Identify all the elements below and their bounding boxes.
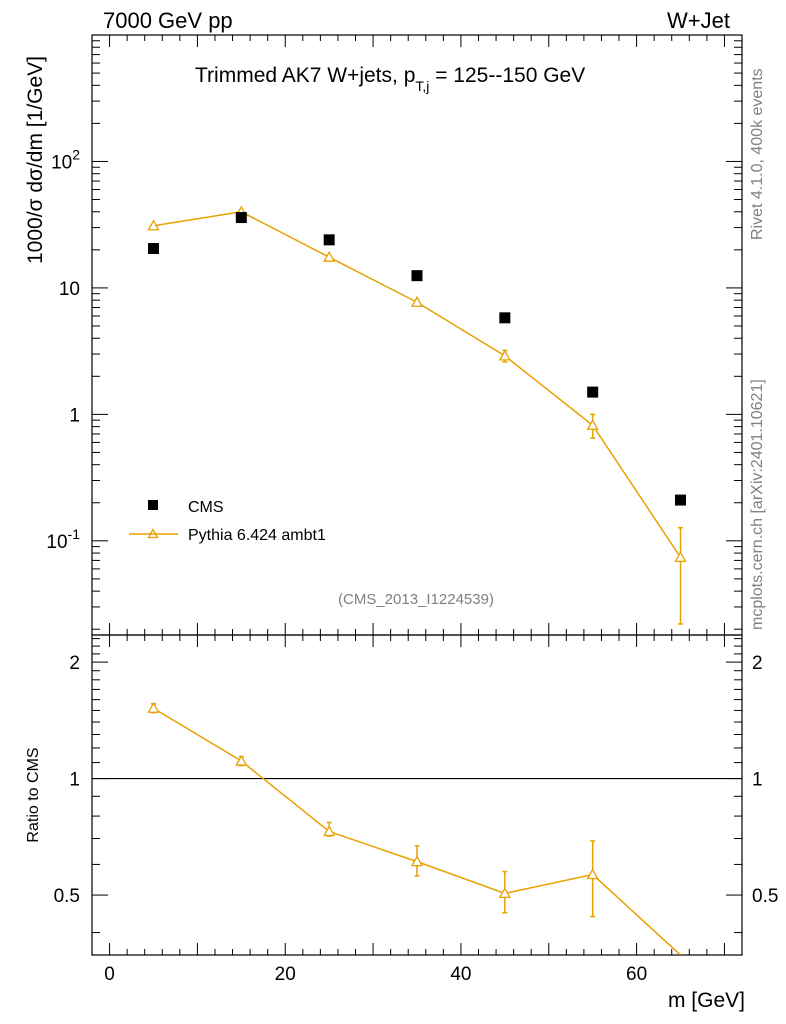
ratio-y-tick-label-right: 2: [752, 653, 763, 674]
ratio-point: [410, 855, 424, 867]
ratio-y-tick-label-right: 0.5: [752, 886, 778, 907]
x-tick-label: 20: [275, 964, 296, 985]
legend-marker-cms: [148, 500, 158, 510]
legend: CMS Pythia 6.424 ambt1: [129, 499, 326, 544]
pythia-point: [147, 219, 160, 231]
cms-point: [323, 234, 335, 246]
cms-point: [499, 312, 511, 324]
ratio-line: [153, 707, 682, 955]
cms-point: [235, 212, 247, 224]
main-ylabel: 1000/σ dσ/dm [1/GeV]: [24, 56, 47, 264]
cms-point: [411, 270, 423, 282]
chart-title: Trimmed AK7 W+jets, pT,j = 125--150 GeV: [195, 64, 585, 94]
pythia-point: [586, 418, 599, 430]
ratio-point: [147, 701, 160, 713]
mcplots-label: mcplots.cern.ch [arXiv:2401.10621]: [749, 379, 766, 630]
cms-point: [147, 242, 159, 254]
chart-dynamic: 0 20 40 60 10-1 1 10 102 0.5 0.5 1 1 2 2: [46, 34, 778, 985]
legend-marker-pythia: [147, 528, 159, 539]
pythia-point: [323, 250, 336, 262]
ratio-y-tick-label: 0.5: [54, 886, 80, 907]
title-main: Trimmed AK7 W+jets, p: [195, 64, 415, 87]
ratio-point: [323, 825, 336, 837]
y-tick-label: 1: [69, 405, 80, 426]
rivet-label: Rivet 4.1.0, 400k events: [749, 68, 766, 240]
ratio-y-tick-label-right: 1: [752, 770, 763, 791]
x-tick-label: 60: [626, 964, 647, 985]
x-tick-label: 0: [104, 964, 115, 985]
ratio-point: [235, 754, 248, 766]
xlabel: m [GeV]: [668, 989, 745, 1012]
ratio-frame: [91, 634, 743, 956]
ratio-y-tick-label: 1: [69, 770, 80, 791]
legend-label-cms: CMS: [188, 499, 224, 516]
ratio-y-tick-label: 2: [69, 653, 80, 674]
pythia-point: [498, 349, 511, 361]
y-tick-label: 10: [59, 279, 80, 300]
cms-point: [675, 494, 687, 506]
ratio-ylabel: Ratio to CMS: [25, 747, 42, 842]
analysis-label: (CMS_2013_I1224539): [338, 591, 494, 608]
header-left: 7000 GeV pp: [103, 8, 233, 33]
ratio-point: [498, 887, 511, 899]
ratio-point: [586, 868, 599, 880]
pythia-line: [153, 210, 682, 558]
header-right: W+Jet: [667, 8, 730, 33]
pythia-point: [410, 295, 424, 307]
pythia-point: [674, 551, 687, 563]
cms-point: [587, 386, 599, 398]
y-tick-label: 10-1: [46, 526, 80, 553]
title-sub: T,j: [415, 78, 429, 94]
y-tick-label: 102: [51, 146, 80, 173]
main-frame: [91, 34, 743, 636]
x-tick-label: 40: [450, 964, 471, 985]
title-rest: = 125--150 GeV: [429, 64, 585, 87]
legend-label-pythia: Pythia 6.424 ambt1: [188, 527, 326, 544]
